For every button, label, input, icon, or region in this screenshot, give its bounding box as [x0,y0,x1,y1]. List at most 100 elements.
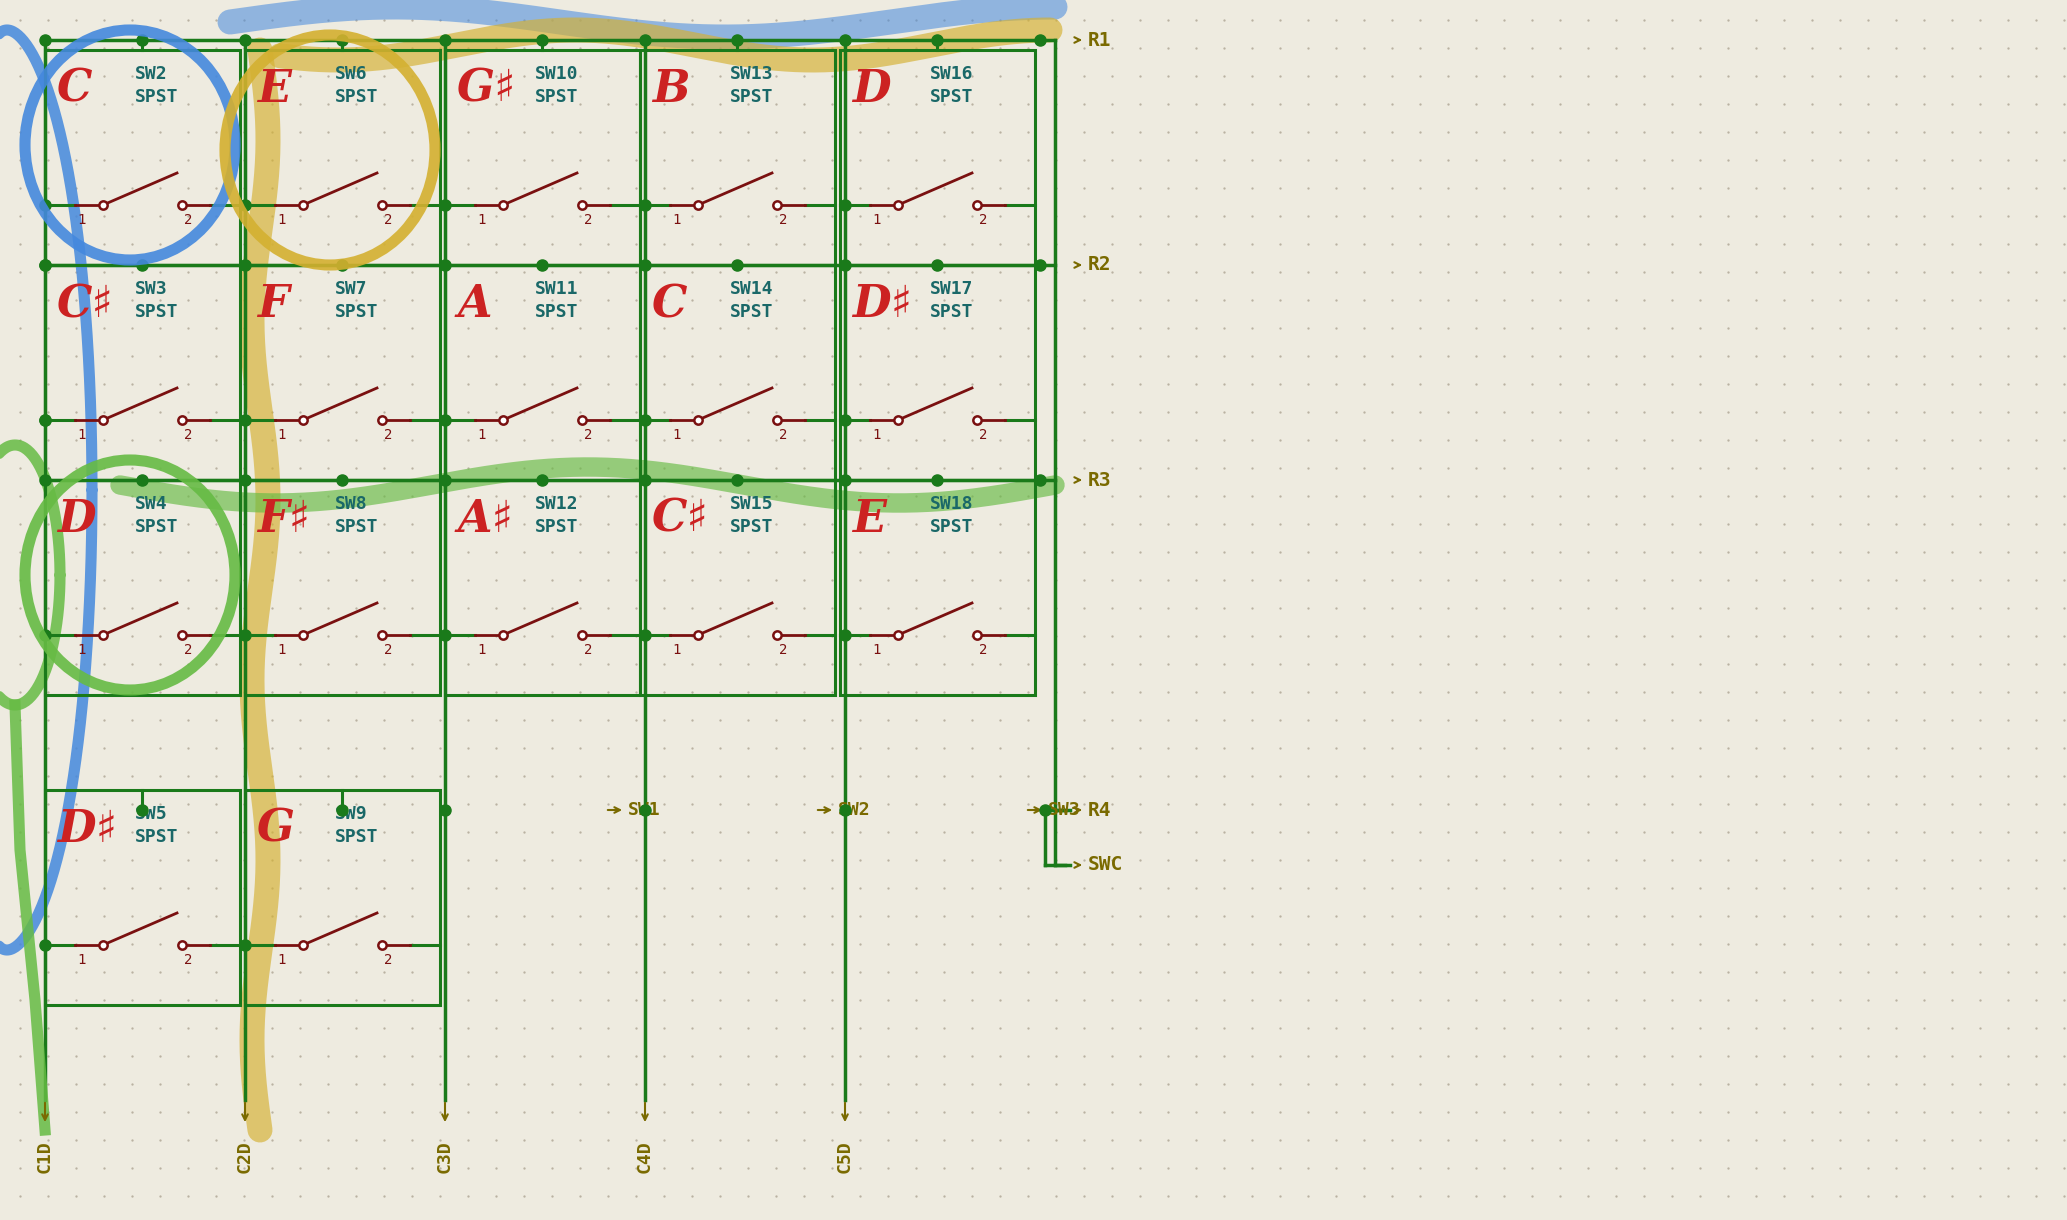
Text: SW15: SW15 [730,495,773,512]
Text: 1: 1 [76,643,85,658]
Text: D: D [58,498,95,540]
Text: SPST: SPST [730,518,773,536]
Text: 2: 2 [384,953,393,967]
Text: SW17: SW17 [930,281,974,298]
Text: SW7: SW7 [335,281,368,298]
Text: 2: 2 [184,643,192,658]
Text: 2: 2 [384,214,393,227]
Text: SW9: SW9 [335,805,368,824]
Text: C: C [651,283,688,326]
Text: G: G [256,808,296,852]
Bar [641,479,835,695]
Text: B: B [651,68,690,111]
Bar [45,265,240,479]
Text: SPST: SPST [134,303,178,321]
Text: 2: 2 [585,643,593,658]
Text: 2: 2 [384,643,393,658]
Text: SW5: SW5 [134,805,167,824]
Text: C: C [58,68,93,111]
Text: A♯: A♯ [457,498,513,540]
Text: C4D: C4D [637,1139,653,1172]
Text: 1: 1 [477,214,486,227]
Text: 1: 1 [672,643,680,658]
Text: SW8: SW8 [335,495,368,512]
Text: 2: 2 [184,953,192,967]
Text: 1: 1 [76,428,85,442]
Text: SW4: SW4 [134,495,167,512]
Text: C2D: C2D [236,1139,254,1172]
Text: SWC: SWC [1087,855,1122,875]
Bar [246,479,440,695]
Text: 2: 2 [585,214,593,227]
Text: 1: 1 [672,214,680,227]
Text: SW18: SW18 [930,495,974,512]
Text: A: A [457,283,492,326]
Bar [444,265,641,479]
Text: SW1: SW1 [628,802,661,819]
Text: SW3: SW3 [134,281,167,298]
Bar [839,479,1036,695]
Text: C1D: C1D [35,1139,54,1172]
Text: SPST: SPST [335,828,378,845]
Text: D: D [852,68,891,111]
Text: 1: 1 [672,428,680,442]
Text: F: F [256,283,289,326]
Text: SW10: SW10 [535,65,579,83]
Bar [839,50,1036,265]
Text: 2: 2 [779,214,788,227]
Bar [45,791,240,1005]
Bar [45,479,240,695]
Text: 2: 2 [184,428,192,442]
Text: 2: 2 [585,428,593,442]
Text: 2: 2 [779,643,788,658]
Text: SPST: SPST [730,88,773,106]
Text: E: E [256,68,291,111]
Text: SPST: SPST [730,303,773,321]
Text: SPST: SPST [134,88,178,106]
Text: SW16: SW16 [930,65,974,83]
Text: 1: 1 [277,643,285,658]
Text: SPST: SPST [535,88,579,106]
Text: C♯: C♯ [58,283,114,326]
Text: R1: R1 [1087,30,1112,50]
Text: 1: 1 [76,214,85,227]
Text: SPST: SPST [930,303,974,321]
Text: 2: 2 [980,428,988,442]
Text: 1: 1 [477,428,486,442]
Text: SW2: SW2 [837,802,870,819]
Text: D♯: D♯ [58,808,118,852]
Text: 1: 1 [872,428,881,442]
Bar [444,50,641,265]
Text: 1: 1 [277,953,285,967]
Text: SW12: SW12 [535,495,579,512]
Text: SPST: SPST [134,828,178,845]
Text: 1: 1 [872,643,881,658]
Text: D♯: D♯ [852,283,912,326]
Bar [246,791,440,1005]
Bar [839,265,1036,479]
Text: SPST: SPST [335,518,378,536]
Bar [246,265,440,479]
Text: SPST: SPST [134,518,178,536]
Text: SPST: SPST [535,303,579,321]
Text: 1: 1 [277,214,285,227]
Text: R3: R3 [1087,471,1112,489]
Bar [641,50,835,265]
Text: SW6: SW6 [335,65,368,83]
Text: 2: 2 [184,214,192,227]
Text: SW11: SW11 [535,281,579,298]
Text: 1: 1 [277,428,285,442]
Text: E: E [852,498,887,540]
Text: C♯: C♯ [651,498,709,540]
Text: SW13: SW13 [730,65,773,83]
Text: F♯: F♯ [256,498,310,540]
Text: SPST: SPST [930,518,974,536]
Text: SW14: SW14 [730,281,773,298]
Text: 1: 1 [872,214,881,227]
Text: 2: 2 [779,428,788,442]
Text: C5D: C5D [835,1139,854,1172]
Text: R4: R4 [1087,800,1112,820]
Text: SW3: SW3 [1048,802,1081,819]
Text: SPST: SPST [335,88,378,106]
Bar [641,265,835,479]
